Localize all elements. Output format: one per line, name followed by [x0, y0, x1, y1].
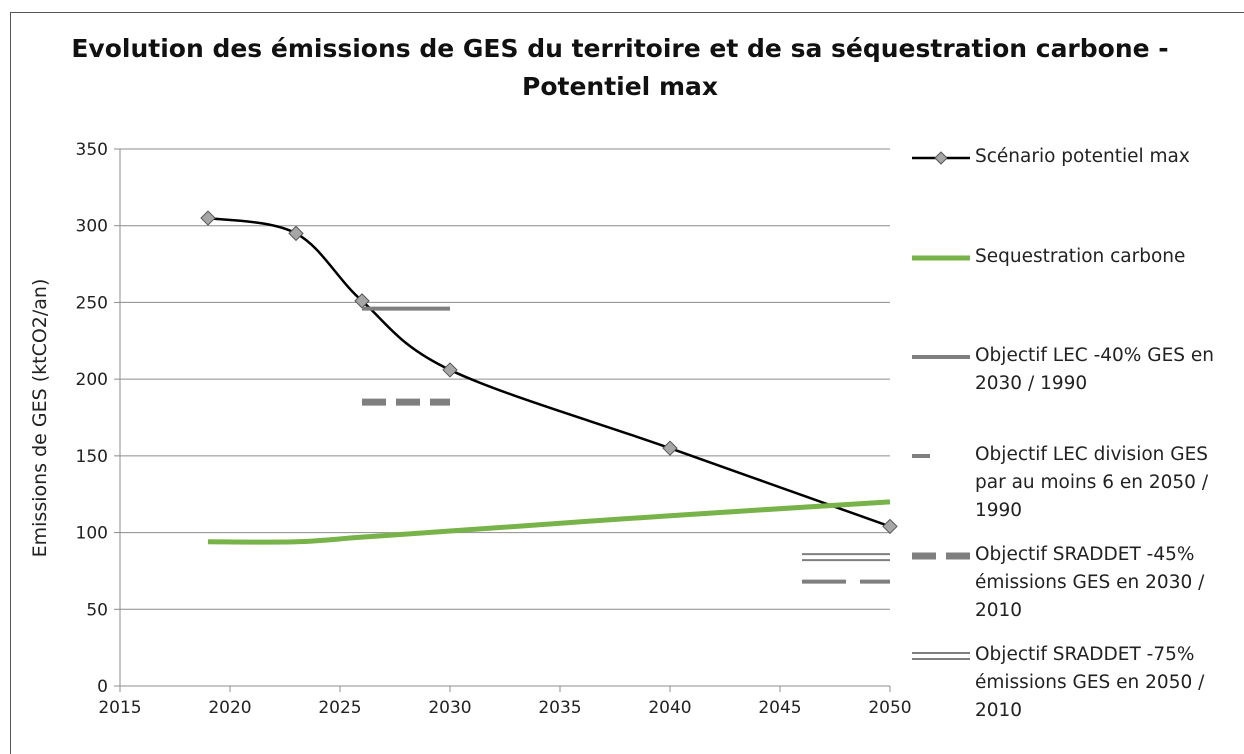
y-tick-label: 0	[97, 677, 108, 697]
y-tick-label: 150	[76, 447, 108, 467]
legend-label: Objectif SRADDET -45% émissions GES en 2…	[975, 544, 1205, 621]
chart-frame	[10, 12, 1244, 754]
legend-marker	[934, 151, 948, 165]
legend-label: Objectif LEC -40% GES en 2030 / 1990	[975, 345, 1215, 394]
x-tick-label: 2015	[98, 698, 141, 718]
y-tick-label: 200	[76, 370, 108, 390]
point-marker	[288, 225, 304, 242]
series-line	[207, 499, 891, 545]
series-line	[207, 216, 891, 528]
x-tick-label: 2030	[428, 698, 471, 718]
point-marker	[882, 518, 898, 535]
x-tick-label: 2045	[758, 698, 801, 718]
y-tick-label: 300	[76, 217, 108, 237]
legend-label: Objectif SRADDET -75% émissions GES en 2…	[975, 644, 1205, 721]
y-tick-label: 50	[86, 600, 108, 620]
x-tick-label: 2020	[208, 698, 251, 718]
x-tick-label: 2050	[868, 698, 911, 718]
x-tick-label: 2025	[318, 698, 361, 718]
chart-title: Evolution des émissions de GES du territ…	[71, 34, 1169, 101]
y-tick-label: 250	[76, 293, 108, 313]
point-marker	[200, 210, 216, 226]
x-tick-label: 2035	[538, 698, 581, 718]
legend-label: Objectif LEC division GES par au moins 6…	[975, 444, 1209, 521]
legend-label: Scénario potentiel max	[975, 146, 1190, 167]
legend-label: Sequestration carbone	[975, 246, 1186, 267]
y-axis-label: Emissions de GES (ktCO2/an)	[29, 279, 51, 558]
point-marker	[442, 362, 458, 378]
y-tick-label: 350	[76, 140, 108, 160]
y-tick-label: 100	[76, 524, 108, 544]
x-tick-label: 2040	[648, 698, 691, 718]
point-marker	[662, 440, 678, 456]
